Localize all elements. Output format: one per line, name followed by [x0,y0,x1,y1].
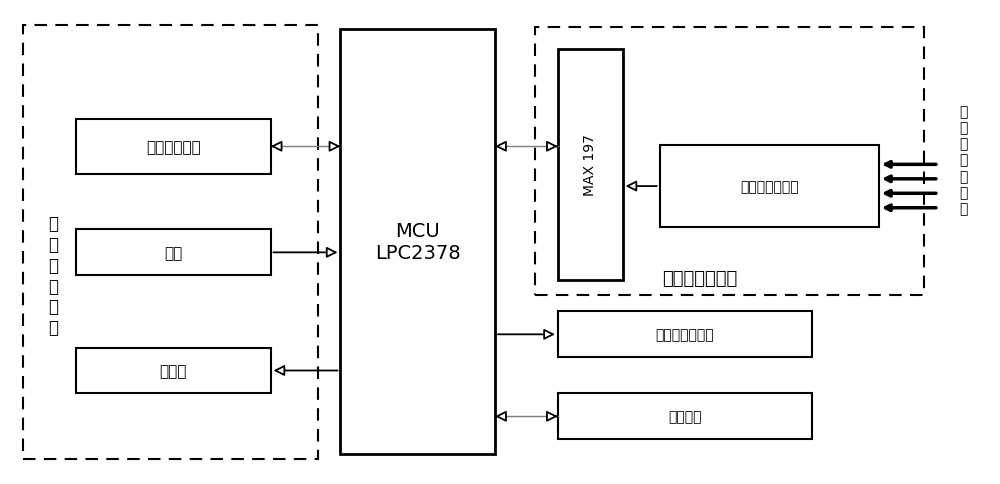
Text: 液晶显示界面: 液晶显示界面 [146,139,201,154]
Bar [76,119,271,175]
Text: 晶闸管触发信号: 晶闸管触发信号 [656,328,714,342]
Text: 人
机
交
互
系
统: 人 机 交 互 系 统 [48,215,58,336]
Bar [23,27,318,459]
Bar [535,28,924,295]
Bar [558,49,623,281]
Text: MAX 197: MAX 197 [583,134,597,196]
Text: 滤波及限压电路: 滤波及限压电路 [740,180,799,194]
Text: 四
路
模
拟
量
输
入: 四 路 模 拟 量 输 入 [960,105,968,216]
Bar [340,30,495,454]
Text: 数据量输入系统: 数据量输入系统 [662,269,737,287]
Bar [660,146,879,227]
Bar [76,230,271,276]
Bar [558,312,812,358]
Bar [76,348,271,393]
Text: 指示灯: 指示灯 [160,363,187,378]
Text: MCU
LPC2378: MCU LPC2378 [375,222,461,262]
Text: 键盘: 键盘 [164,245,183,260]
Text: 通信接口: 通信接口 [668,409,702,424]
Bar [558,393,812,439]
